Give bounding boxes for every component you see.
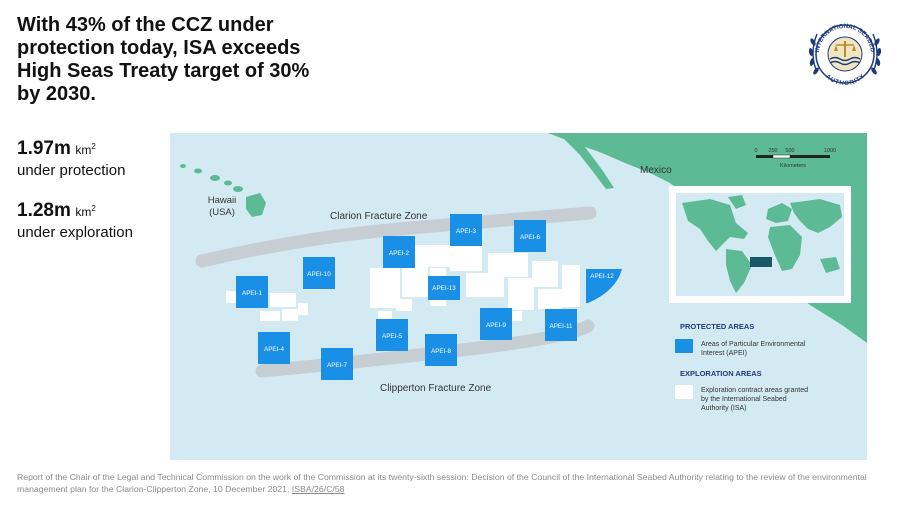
isa-logo: INTERNATIONAL SEABED AUTHORITY	[805, 14, 885, 94]
apei-6: APEI-6	[514, 220, 546, 252]
svg-text:Authority (ISA): Authority (ISA)	[701, 405, 747, 412]
svg-text:1000: 1000	[824, 148, 836, 154]
apei-12: APEI-12	[586, 269, 622, 303]
footer-citation: Report of the Chair of the Legal and Tec…	[17, 472, 867, 494]
svg-text:APEI-11: APEI-11	[550, 323, 573, 330]
svg-text:Kilometers: Kilometers	[780, 163, 806, 169]
stat-unit: km2	[75, 204, 96, 219]
apei-10: APEI-10	[303, 257, 335, 289]
apei-1: APEI-1	[236, 276, 268, 308]
apei-5: APEI-5	[376, 319, 408, 351]
svg-text:APEI-7: APEI-7	[327, 362, 347, 369]
svg-text:Areas of Particular Environmen: Areas of Particular Environmental	[701, 341, 806, 348]
svg-text:APEI-9: APEI-9	[486, 322, 506, 329]
svg-text:APEI-6: APEI-6	[520, 234, 540, 241]
svg-text:APEI-12: APEI-12	[590, 273, 614, 280]
clarion-label: Clarion Fracture Zone	[330, 211, 428, 222]
stat-label: under protection	[17, 162, 126, 179]
apei-8: APEI-8	[425, 334, 457, 366]
mexico-land	[548, 133, 867, 343]
apei-7: APEI-7	[321, 348, 353, 380]
ccz-location-box	[750, 257, 772, 267]
svg-text:APEI-13: APEI-13	[432, 285, 456, 292]
clipperton-label: Clipperton Fracture Zone	[380, 383, 492, 394]
stat-value: 1.28m	[17, 200, 71, 221]
legend-protected-title: PROTECTED AREAS	[680, 322, 754, 331]
svg-text:APEI-10: APEI-10	[307, 271, 331, 278]
hawaii-label: Hawaii	[208, 195, 237, 206]
svg-text:Interest (APEI): Interest (APEI)	[701, 350, 747, 357]
apei-11: APEI-11	[545, 309, 577, 341]
svg-text:APEI-3: APEI-3	[456, 228, 476, 235]
headline: With 43% of the CCZ under protection tod…	[17, 14, 310, 105]
apei-9: APEI-9	[480, 308, 512, 340]
svg-text:by the International Seabed: by the International Seabed	[701, 396, 787, 403]
mexico-label: Mexico	[640, 165, 672, 176]
stat-unit: km2	[75, 142, 96, 157]
baja-peninsula	[558, 133, 614, 189]
ccz-map: Hawaii (USA) Mexico Clarion Fracture Zon…	[170, 133, 867, 460]
legend-apei-swatch	[675, 339, 693, 353]
legend-exploration-title: EXPLORATION AREAS	[680, 369, 762, 378]
legend: PROTECTED AREAS Areas of Particular Envi…	[675, 322, 808, 412]
stat-protection: 1.97m km2 under protection	[17, 138, 125, 179]
svg-text:APEI-2: APEI-2	[389, 250, 409, 257]
svg-text:APEI-5: APEI-5	[382, 333, 402, 340]
apei-3: APEI-3	[450, 214, 482, 246]
citation-link[interactable]: ISBA/26/C/58	[291, 484, 345, 494]
stat-label: under exploration	[17, 224, 133, 241]
isa-seal-icon: INTERNATIONAL SEABED AUTHORITY	[808, 23, 882, 87]
scale-bar: 0 250 500 1000 Kilometers	[754, 148, 836, 169]
stat-exploration: 1.28m km2 under exploration	[17, 200, 133, 241]
clarion-fracture-zone	[195, 206, 597, 268]
apei-13: APEI-13	[428, 276, 460, 300]
svg-text:Exploration contract areas gra: Exploration contract areas granted	[701, 387, 808, 394]
world-inset-map	[669, 186, 851, 303]
hawaii-islands	[180, 164, 266, 217]
svg-text:APEI-1: APEI-1	[242, 290, 262, 297]
legend-exploration-swatch	[675, 385, 693, 399]
svg-text:APEI-8: APEI-8	[431, 348, 451, 355]
svg-text:APEI-4: APEI-4	[264, 346, 284, 353]
apei-4: APEI-4	[258, 332, 290, 364]
svg-text:500: 500	[785, 148, 794, 154]
apei-2: APEI-2	[383, 236, 415, 268]
svg-text:0: 0	[754, 148, 757, 154]
svg-text:250: 250	[768, 148, 777, 154]
stat-value: 1.97m	[17, 138, 71, 159]
hawaii-sublabel: (USA)	[209, 207, 235, 218]
